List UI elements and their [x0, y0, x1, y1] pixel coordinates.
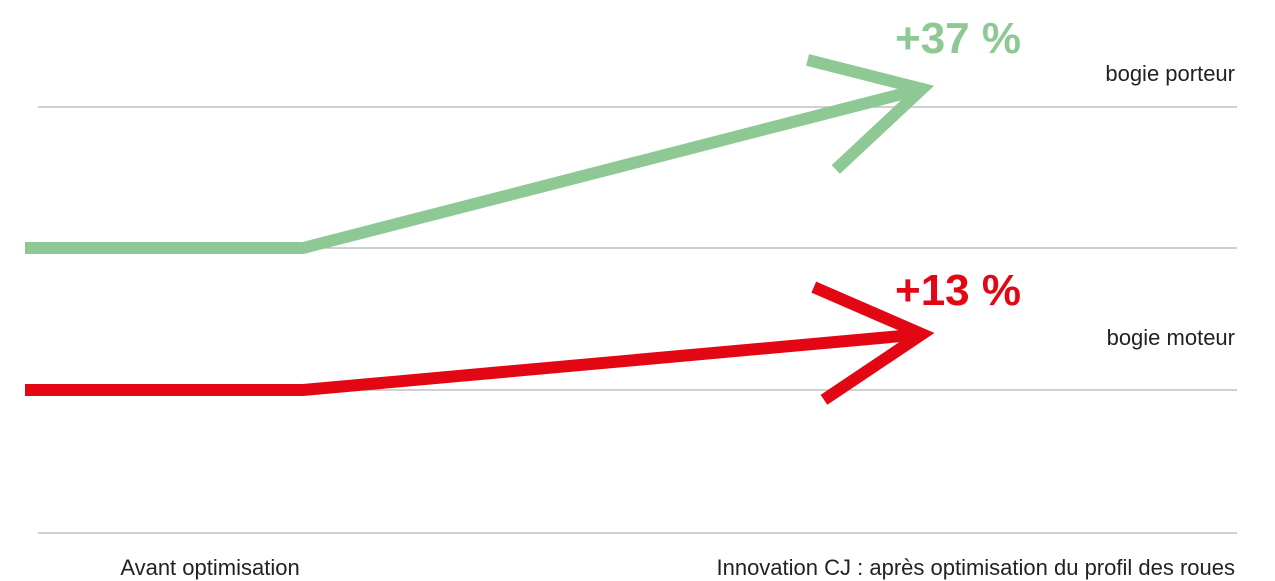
arrow-head-bogie-porteur	[806, 54, 935, 174]
x-axis-labels: Avant optimisation Innovation CJ : après…	[120, 555, 1235, 580]
grid	[38, 106, 1237, 534]
x-tick-label-avant: Avant optimisation	[120, 555, 299, 580]
series-line-bogie-porteur	[25, 85, 916, 254]
change-label-bogie-porteur: +37 %	[895, 14, 1021, 63]
series-bogie-moteur: +13 % bogie moteur	[25, 266, 1235, 405]
x-tick-label-apres: Innovation CJ : après optimisation du pr…	[716, 555, 1235, 580]
change-label-bogie-moteur: +13 %	[895, 266, 1021, 315]
series-label-bogie-porteur: bogie porteur	[1105, 61, 1235, 86]
series-bogie-porteur: +37 % bogie porteur	[25, 14, 1235, 254]
arrow-head-bogie-moteur	[811, 281, 935, 405]
series-label-bogie-moteur: bogie moteur	[1107, 325, 1235, 350]
series-line-bogie-moteur	[25, 328, 915, 396]
